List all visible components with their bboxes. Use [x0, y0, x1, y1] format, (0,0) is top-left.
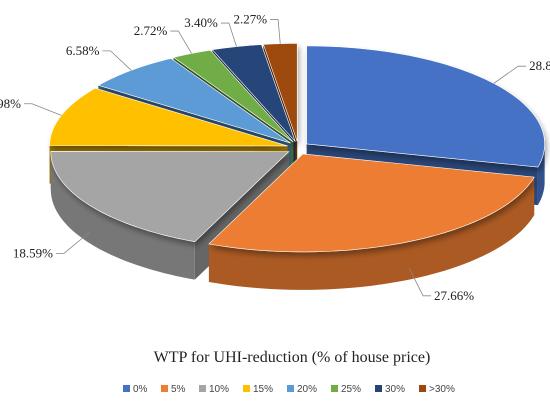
legend-swatch [199, 385, 206, 392]
leader-line [270, 19, 281, 44]
leader-line [493, 65, 527, 84]
leader-line [23, 103, 62, 116]
leader-line [55, 231, 91, 254]
data-label: 9.98% [0, 96, 21, 111]
slice-10% [50, 151, 290, 242]
data-label: 18.59% [13, 245, 53, 260]
data-label: 2.72% [134, 23, 168, 38]
data-label: 27.66% [434, 288, 474, 303]
data-labels: 28.80% 27.66% 18.59% 9.98% 6.58% 2.72% 3.40% 2.… [0, 12, 550, 303]
leader-line [220, 22, 237, 47]
slice-side-10% [50, 151, 195, 280]
data-label: 3.40% [184, 15, 218, 30]
legend-entry: 5% [171, 384, 186, 395]
legend-swatch [375, 385, 382, 392]
legend-swatch [331, 385, 338, 392]
leader-line [102, 50, 132, 71]
slice-30% [211, 44, 296, 142]
pie-tops [49, 43, 545, 253]
legend-entry: 10% [209, 384, 229, 395]
legend-entry: 0% [133, 384, 148, 395]
legend-swatch [161, 385, 168, 392]
slice-side-0% [537, 143, 545, 206]
leader-line [408, 268, 432, 297]
legend-entry: 25% [341, 384, 361, 395]
legend-entry: >30% [429, 384, 455, 395]
legend-swatch [287, 385, 294, 392]
legend-entry: 15% [253, 384, 273, 395]
slice-side-5% [208, 177, 535, 290]
data-label: 6.58% [66, 43, 100, 58]
chart-title: WTP for UHI-reduction (% of house price) [154, 349, 431, 366]
slice->30% [262, 43, 298, 142]
slice-5% [208, 153, 535, 253]
slice-20% [97, 58, 291, 144]
leader-line [170, 30, 192, 54]
legend-swatch [123, 385, 130, 392]
data-label: 28.80% [529, 58, 550, 73]
legend-entry: 30% [385, 384, 405, 395]
legend: 0% 5% 10% 15% 20% 25% 30% >30% [123, 384, 455, 395]
legend-swatch [243, 385, 250, 392]
slice-0% [306, 45, 545, 168]
legend-swatch [419, 385, 426, 392]
data-label: 2.27% [233, 12, 267, 27]
slice-15% [49, 87, 288, 147]
legend-entry: 20% [297, 384, 317, 395]
